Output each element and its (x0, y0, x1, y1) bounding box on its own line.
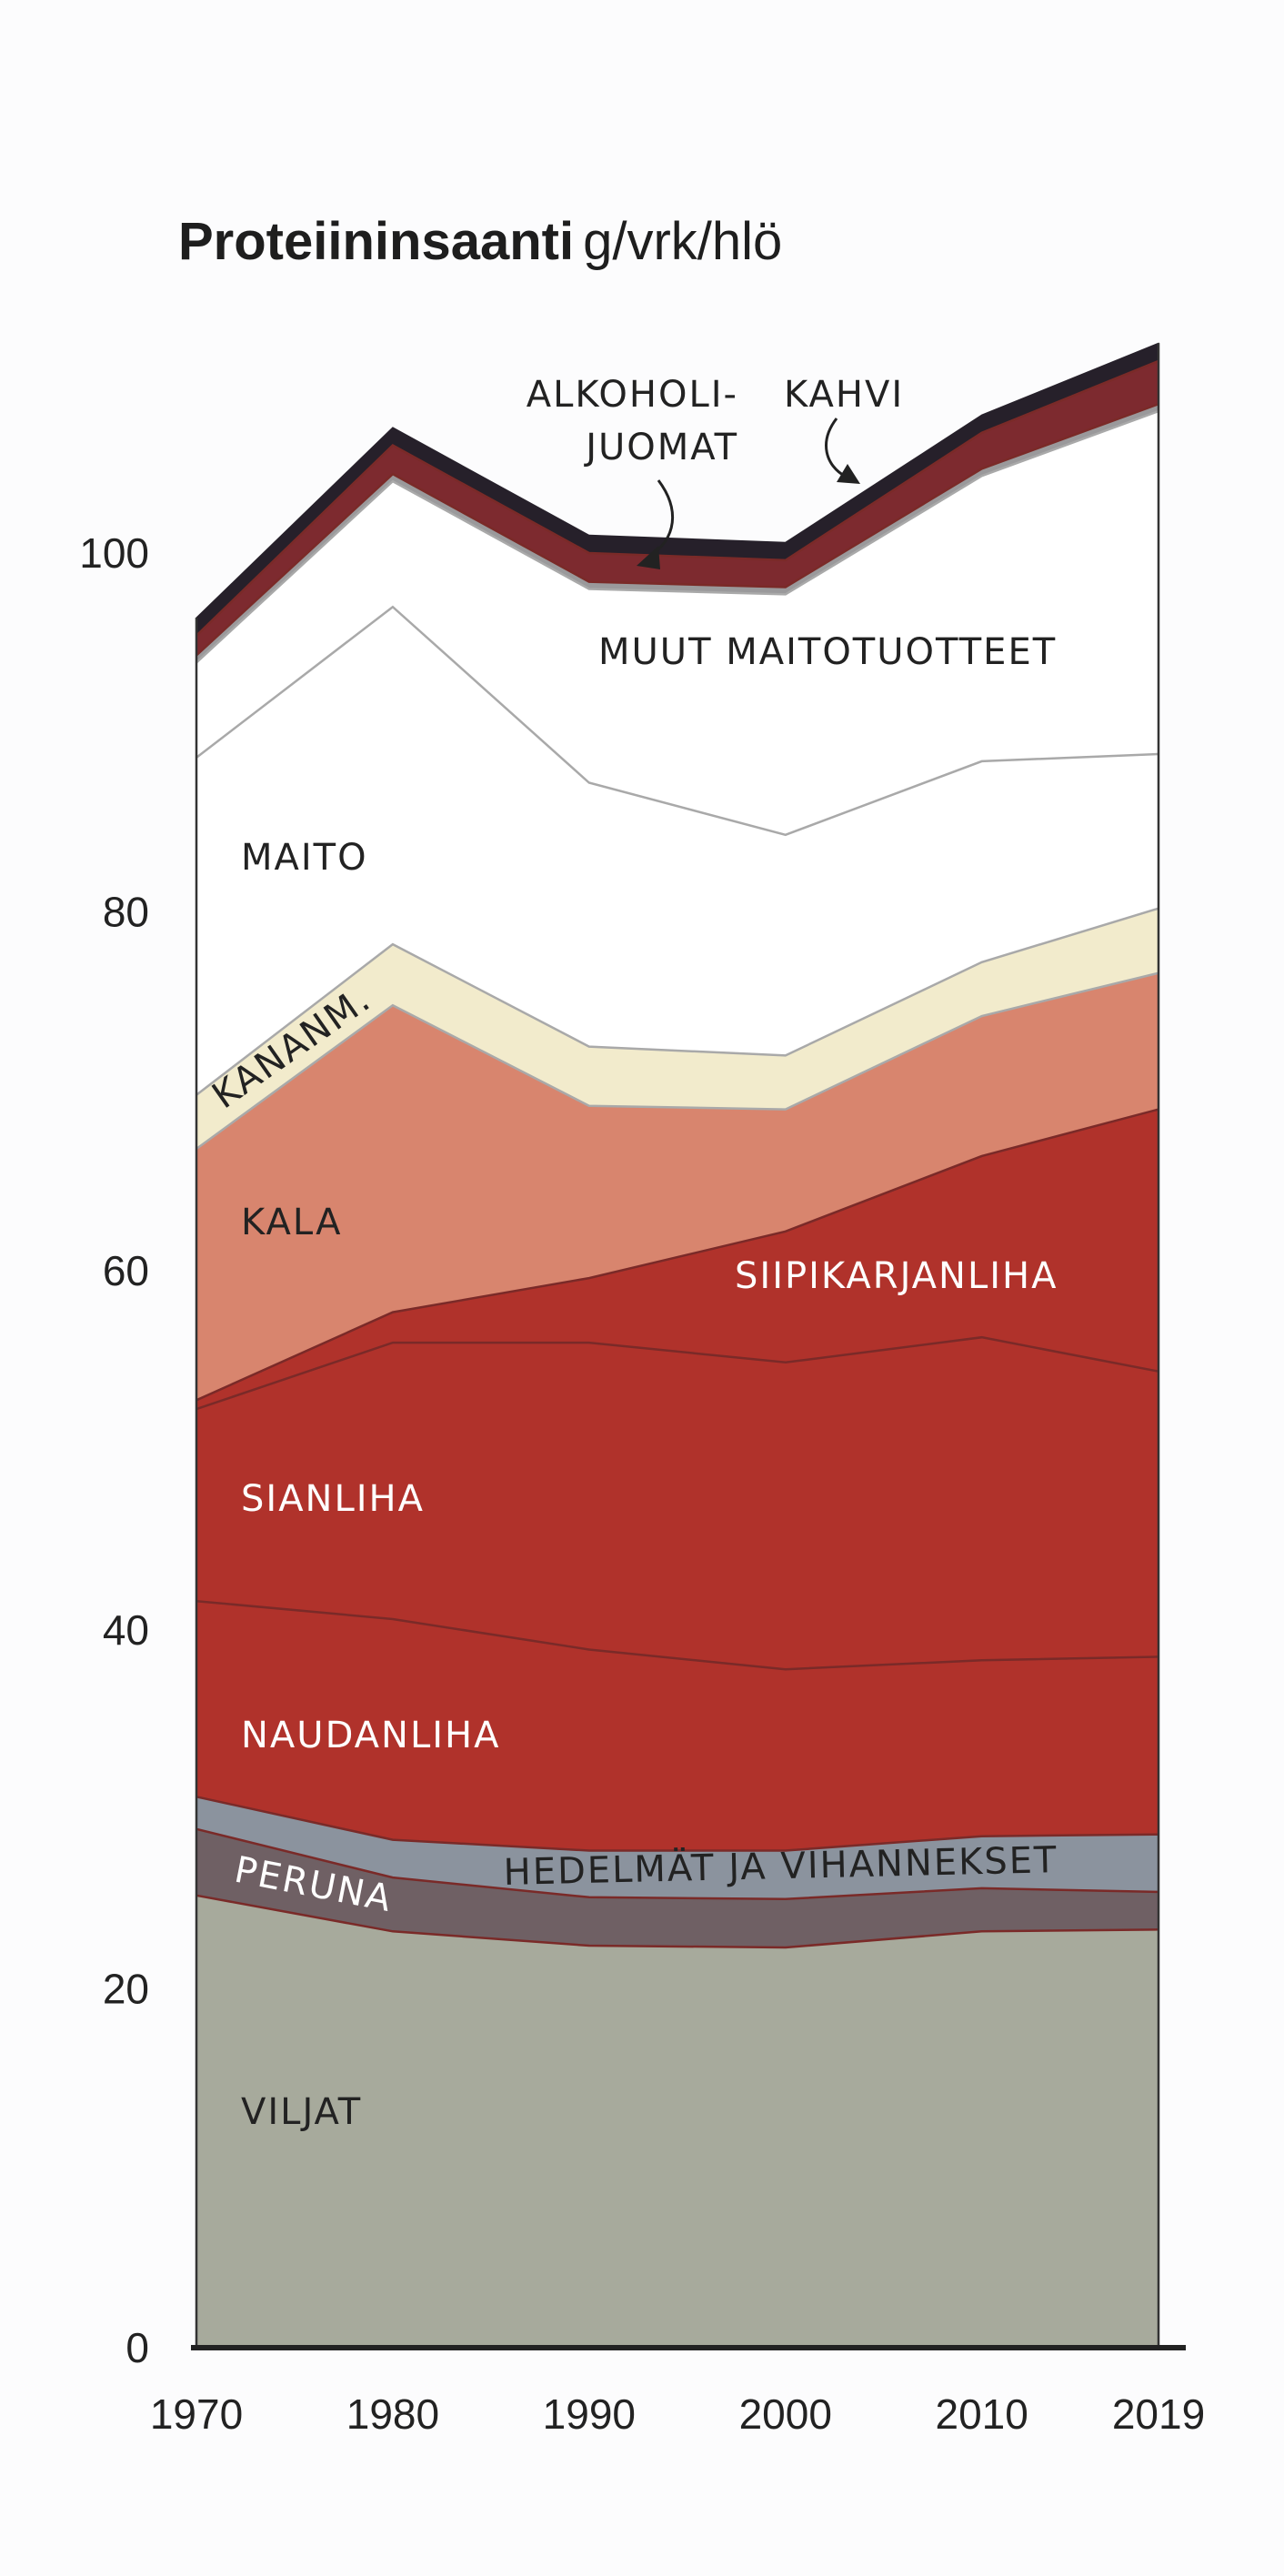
boundary-line (196, 1894, 1159, 1949)
boundary-line (196, 359, 1159, 637)
kahvi-arrowhead (837, 464, 860, 484)
y-tick-label: 60 (103, 1247, 149, 1294)
y-tick-label: 20 (103, 1965, 149, 2012)
boundary-line (196, 971, 1159, 1151)
label-alkoholi-line2: JUOMAT (583, 427, 738, 468)
kahvi-arrow-line (825, 418, 847, 478)
plot-frame (191, 343, 1186, 2350)
label-naudanliha: NAUDANLIHA (241, 1715, 500, 1756)
x-tick-label: 1970 (150, 2390, 243, 2438)
label-viljat: VILJAT (241, 2091, 362, 2133)
y-tick-label: 80 (103, 889, 149, 936)
boundary-line (196, 1796, 1159, 1852)
boundary-line (196, 403, 1159, 657)
label-siipikarjanliha: SIIPIKARJANLIHA (735, 1255, 1058, 1297)
y-tick-label: 40 (103, 1606, 149, 1654)
y-tick-label: 100 (79, 529, 149, 577)
chart-title-unit: g/vrk/hlö (583, 212, 782, 271)
y-tick-label: 0 (125, 2324, 149, 2371)
stacked-areas (196, 342, 1159, 2349)
label-kahvi: KAHVI (784, 374, 904, 416)
boundary-line (196, 605, 1159, 837)
series-boundaries (196, 359, 1159, 1949)
x-tick-label: 1990 (543, 2390, 636, 2438)
label-sianliha: SIANLIHA (241, 1478, 425, 1520)
x-tick-label: 2010 (936, 2390, 1028, 2438)
boundary-line (196, 1599, 1159, 1671)
y-axis-ticks: 0 20 40 60 80 100 (79, 529, 149, 2371)
boundary-line (196, 907, 1159, 1096)
label-maito: MAITO (241, 837, 368, 879)
annotation-arrows (637, 418, 860, 569)
label-alkoholi-line1: ALKOHOLI- (527, 374, 738, 416)
x-tick-label: 1980 (346, 2390, 439, 2438)
chart-title-bold: Proteiininsaanti (178, 212, 574, 271)
x-tick-label: 2019 (1112, 2390, 1205, 2438)
label-kala: KALA (241, 1202, 342, 1243)
x-axis-ticks: 1970 1980 1990 2000 2010 2019 (150, 2390, 1205, 2438)
boundary-line (196, 409, 1159, 664)
boundary-line (196, 1827, 1159, 1901)
x-tick-label: 2000 (739, 2390, 832, 2438)
boundary-line (196, 1335, 1159, 1411)
alkoholi-arrowhead (637, 546, 660, 569)
boundary-line (196, 1108, 1159, 1402)
label-muut-maitotuotteet: MUUT MAITOTUOTTEET (598, 631, 1057, 673)
chart-title: Proteiininsaanti g/vrk/hlö (178, 212, 782, 271)
